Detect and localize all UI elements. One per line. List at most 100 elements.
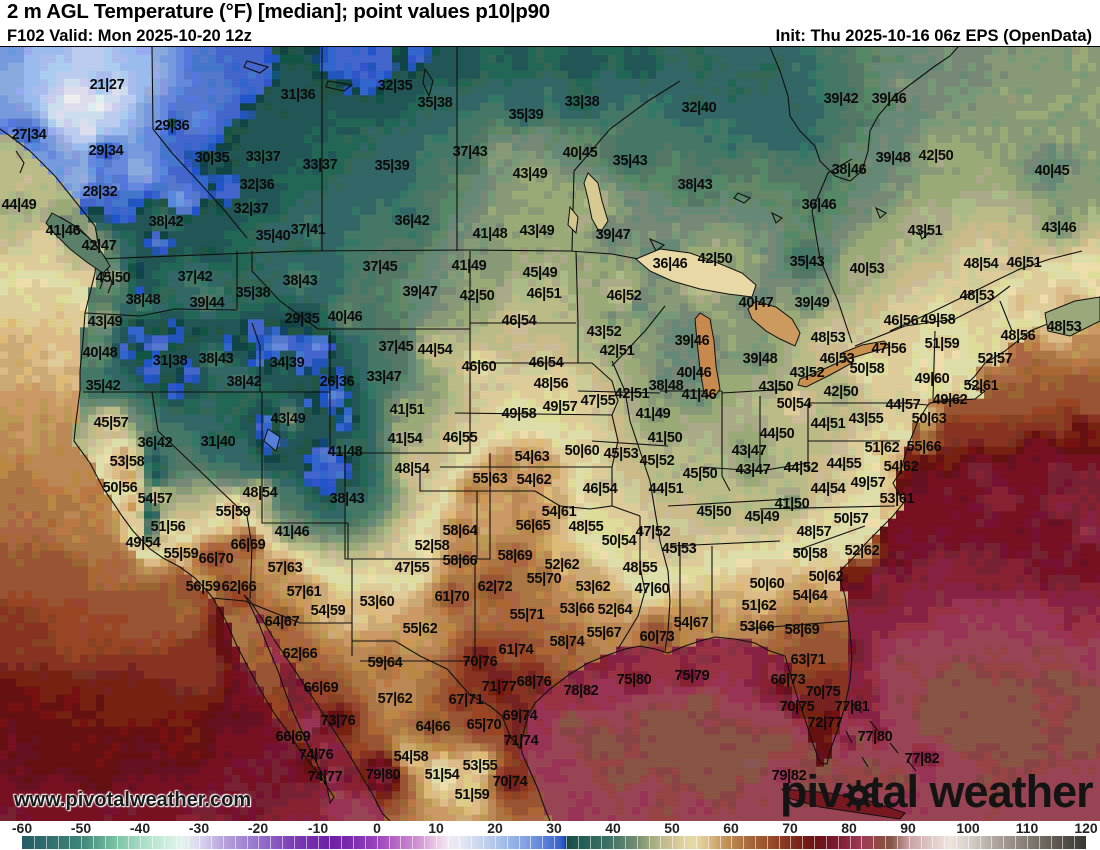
svg-text:66|69: 66|69 <box>276 729 311 745</box>
svg-text:41|46: 41|46 <box>682 387 717 403</box>
svg-text:71|77: 71|77 <box>482 679 517 695</box>
svg-text:66|69: 66|69 <box>304 680 339 696</box>
svg-text:37|41: 37|41 <box>291 222 326 238</box>
svg-text:32|36: 32|36 <box>240 177 275 193</box>
svg-text:43|49: 43|49 <box>88 314 123 330</box>
svg-text:42|50: 42|50 <box>824 384 859 400</box>
svg-text:72|77: 72|77 <box>808 715 843 731</box>
svg-text:48|53: 48|53 <box>811 330 846 346</box>
svg-text:33|37: 33|37 <box>303 157 338 173</box>
svg-text:55|70: 55|70 <box>527 571 562 587</box>
svg-text:45|50: 45|50 <box>683 466 718 482</box>
svg-text:67|71: 67|71 <box>449 692 484 708</box>
svg-text:46|54: 46|54 <box>529 355 564 371</box>
svg-text:45|50: 45|50 <box>697 504 732 520</box>
svg-text:58|69: 58|69 <box>498 548 533 564</box>
svg-text:46|60: 46|60 <box>462 359 497 375</box>
svg-text:45|52: 45|52 <box>640 453 675 469</box>
svg-text:57|61: 57|61 <box>287 584 322 600</box>
svg-text:39|46: 39|46 <box>872 91 907 107</box>
svg-text:40|46: 40|46 <box>328 309 363 325</box>
svg-text:36|42: 36|42 <box>395 213 430 229</box>
svg-text:51|62: 51|62 <box>865 440 900 456</box>
svg-text:52|62: 52|62 <box>545 557 580 573</box>
svg-text:43|49: 43|49 <box>271 411 306 427</box>
svg-text:66|73: 66|73 <box>771 672 806 688</box>
svg-text:40|53: 40|53 <box>850 261 885 277</box>
svg-text:48|54: 48|54 <box>243 485 278 501</box>
svg-text:70|75: 70|75 <box>780 699 815 715</box>
svg-text:40|45: 40|45 <box>1035 163 1070 179</box>
svg-text:48|56: 48|56 <box>534 376 569 392</box>
svg-text:52|58: 52|58 <box>415 538 450 554</box>
svg-text:42|50: 42|50 <box>698 251 733 267</box>
svg-text:46|54: 46|54 <box>583 481 618 497</box>
svg-text:53|66: 53|66 <box>740 619 775 635</box>
svg-text:50|56: 50|56 <box>103 480 138 496</box>
svg-text:47|56: 47|56 <box>872 341 907 357</box>
svg-text:61|70: 61|70 <box>435 589 470 605</box>
svg-text:79|82: 79|82 <box>772 768 807 784</box>
svg-text:44|54: 44|54 <box>418 342 453 358</box>
svg-text:48|54: 48|54 <box>964 256 999 272</box>
svg-text:41|50: 41|50 <box>775 496 810 512</box>
svg-text:54|64: 54|64 <box>793 588 828 604</box>
svg-text:44|51: 44|51 <box>811 416 846 432</box>
svg-text:58|66: 58|66 <box>443 553 478 569</box>
svg-text:44|52: 44|52 <box>784 460 819 476</box>
svg-text:52|64: 52|64 <box>598 602 633 618</box>
svg-text:70|75: 70|75 <box>806 684 841 700</box>
svg-text:43|47: 43|47 <box>736 462 771 478</box>
svg-text:45|49: 45|49 <box>523 265 558 281</box>
svg-text:48|54: 48|54 <box>395 461 430 477</box>
svg-text:49|62: 49|62 <box>933 392 968 408</box>
svg-text:29|34: 29|34 <box>89 143 124 159</box>
svg-text:40|47: 40|47 <box>739 295 774 311</box>
svg-text:33|47: 33|47 <box>367 369 402 385</box>
svg-text:58|69: 58|69 <box>785 622 820 638</box>
svg-text:51|59: 51|59 <box>455 787 490 803</box>
svg-text:77|81: 77|81 <box>835 699 870 715</box>
svg-text:55|59: 55|59 <box>164 546 199 562</box>
svg-text:41|50: 41|50 <box>648 430 683 446</box>
svg-text:53|62: 53|62 <box>576 579 611 595</box>
svg-text:39|44: 39|44 <box>190 295 225 311</box>
svg-text:53|66: 53|66 <box>560 601 595 617</box>
svg-text:62|66: 62|66 <box>283 646 318 662</box>
svg-text:28|32: 28|32 <box>83 184 118 200</box>
svg-text:54|59: 54|59 <box>311 603 346 619</box>
svg-text:36|46: 36|46 <box>802 197 837 213</box>
svg-text:44|55: 44|55 <box>827 456 862 472</box>
svg-text:58|64: 58|64 <box>443 523 478 539</box>
svg-text:44|54: 44|54 <box>811 481 846 497</box>
svg-text:39|42: 39|42 <box>824 91 859 107</box>
svg-text:40|48: 40|48 <box>83 345 118 361</box>
svg-text:40|45: 40|45 <box>563 145 598 161</box>
svg-text:58|74: 58|74 <box>550 634 585 650</box>
svg-text:35|42: 35|42 <box>86 378 121 394</box>
svg-text:43|49: 43|49 <box>513 166 548 182</box>
svg-text:38|48: 38|48 <box>126 292 161 308</box>
svg-text:74|77: 74|77 <box>308 769 343 785</box>
svg-text:59|64: 59|64 <box>368 655 403 671</box>
svg-text:35|38: 35|38 <box>418 95 453 111</box>
svg-text:38|42: 38|42 <box>227 374 262 390</box>
svg-text:35|39: 35|39 <box>375 158 410 174</box>
svg-text:43|55: 43|55 <box>849 411 884 427</box>
svg-text:27|34: 27|34 <box>12 127 47 143</box>
svg-text:65|70: 65|70 <box>467 717 502 733</box>
svg-text:37|45: 37|45 <box>363 259 398 275</box>
svg-text:43|52: 43|52 <box>587 324 622 340</box>
svg-text:64|67: 64|67 <box>265 614 300 630</box>
svg-text:43|51: 43|51 <box>908 223 943 239</box>
svg-text:43|49: 43|49 <box>520 223 555 239</box>
svg-text:78|82: 78|82 <box>564 683 599 699</box>
svg-text:41|48: 41|48 <box>473 226 508 242</box>
svg-text:46|52: 46|52 <box>607 288 642 304</box>
svg-text:39|47: 39|47 <box>403 284 438 300</box>
svg-text:53|60: 53|60 <box>360 594 395 610</box>
svg-text:44|57: 44|57 <box>886 397 921 413</box>
svg-text:39|46: 39|46 <box>675 333 710 349</box>
svg-text:77|80: 77|80 <box>858 729 893 745</box>
svg-text:50|63: 50|63 <box>912 411 947 427</box>
